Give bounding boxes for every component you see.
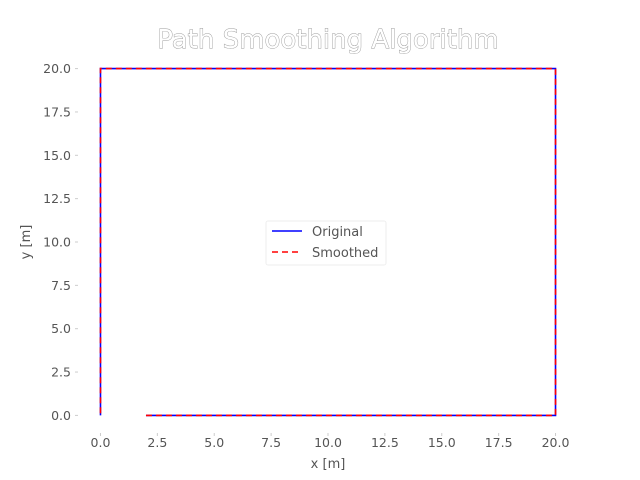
legend-label-original: Original — [312, 225, 363, 240]
x-tick-label: 7.5 — [261, 435, 281, 450]
x-axis-label: x [m] — [311, 457, 346, 472]
chart-title: Path Smoothing Algorithm — [157, 25, 499, 55]
x-axis-ticks: 0.0 2.5 5.0 7.5 10.0 12.5 15.0 17.5 20.0 — [91, 433, 570, 450]
legend-box — [265, 220, 387, 266]
y-axis-label: y [m] — [19, 225, 34, 260]
legend: Original Smoothed — [265, 220, 387, 266]
x-tick-label: 10.0 — [314, 435, 342, 450]
x-tick-label: 5.0 — [204, 435, 224, 450]
x-tick-label: 17.5 — [485, 435, 513, 450]
y-axis-ticks: 0.0 2.5 5.0 7.5 10.0 12.5 15.0 17.5 20.0 — [43, 61, 78, 423]
y-tick-label: 12.5 — [43, 191, 71, 206]
legend-label-smoothed: Smoothed — [312, 246, 378, 261]
x-tick-label: 0.0 — [91, 435, 111, 450]
x-tick-label: 2.5 — [147, 435, 167, 450]
y-tick-label: 17.5 — [43, 104, 71, 119]
series-line-smoothed — [99, 67, 557, 417]
y-tick-label: 5.0 — [51, 321, 71, 336]
x-tick-label: 15.0 — [428, 435, 456, 450]
series-layer — [99, 67, 557, 417]
y-tick-label: 7.5 — [51, 278, 71, 293]
x-tick-label: 20.0 — [542, 435, 570, 450]
y-tick-label: 2.5 — [51, 365, 71, 380]
y-tick-label: 15.0 — [43, 148, 71, 163]
y-tick-label: 20.0 — [43, 61, 71, 76]
y-tick-label: 10.0 — [43, 235, 71, 250]
y-tick-label: 0.0 — [51, 408, 71, 423]
x-tick-label: 12.5 — [371, 435, 399, 450]
